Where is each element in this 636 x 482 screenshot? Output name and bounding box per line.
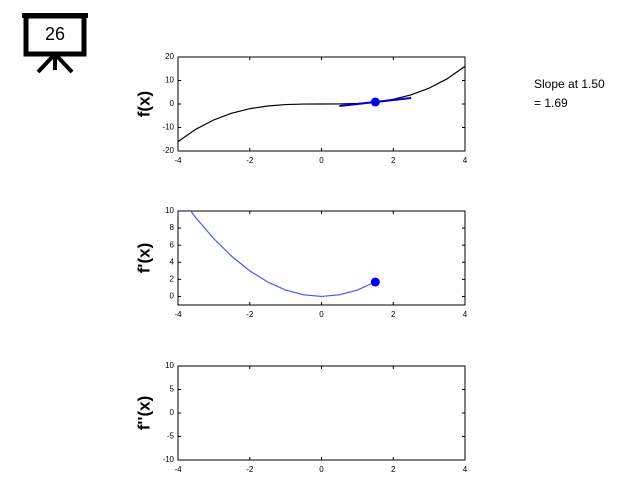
x-tick-label: -2 [246,465,254,474]
x-tick-label: -2 [246,156,254,165]
plot-area [178,65,465,143]
y-tick-label: 0 [170,292,175,301]
curve [190,211,376,298]
y-tick-label: -5 [167,432,175,441]
y-tick-label: 8 [170,223,175,232]
axes-box [177,365,466,461]
y-tick-label: -10 [162,123,174,132]
curve [178,65,465,143]
y-tick-label: -20 [162,146,174,155]
icon-leg [36,52,57,74]
point-marker [370,97,380,107]
y-tick-label: 0 [170,408,175,417]
y-tick-label: 10 [165,206,174,215]
y-tick-label: 10 [165,76,174,85]
y-tick-label: 4 [170,257,175,266]
y-axis-label: f'(x) [134,243,153,273]
slide-icon: 26 [22,13,88,74]
y-axis-label: f''(x) [134,396,153,431]
y-axis-label: f(x) [134,91,153,117]
y-tick-label: -10 [162,455,174,464]
x-tick-label: 4 [463,156,468,165]
x-tick-label: 0 [319,310,324,319]
x-tick-label: 2 [391,465,396,474]
x-tick-label: -4 [174,465,182,474]
annotation: Slope at 1.50 [534,77,605,91]
y-tick-label: 6 [170,240,175,249]
y-tick-label: 10 [165,361,174,370]
x-tick-label: 2 [391,156,396,165]
y-tick-label: 2 [170,274,175,283]
x-tick-label: 2 [391,310,396,319]
x-tick-label: -4 [174,156,182,165]
x-tick-label: 0 [319,156,324,165]
x-tick-label: 0 [319,465,324,474]
point-marker [370,277,380,287]
icon-leg [53,52,74,74]
x-tick-label: 4 [463,465,468,474]
slide-number: 26 [45,24,65,44]
axes-box [177,210,466,306]
x-tick-label: 4 [463,310,468,319]
annotation: = 1.69 [534,96,568,110]
x-tick-label: -4 [174,310,182,319]
x-tick-label: -2 [246,310,254,319]
y-tick-label: 5 [170,385,175,394]
y-tick-label: 20 [165,52,174,61]
y-tick-label: 0 [170,99,175,108]
plot-area [190,211,376,298]
